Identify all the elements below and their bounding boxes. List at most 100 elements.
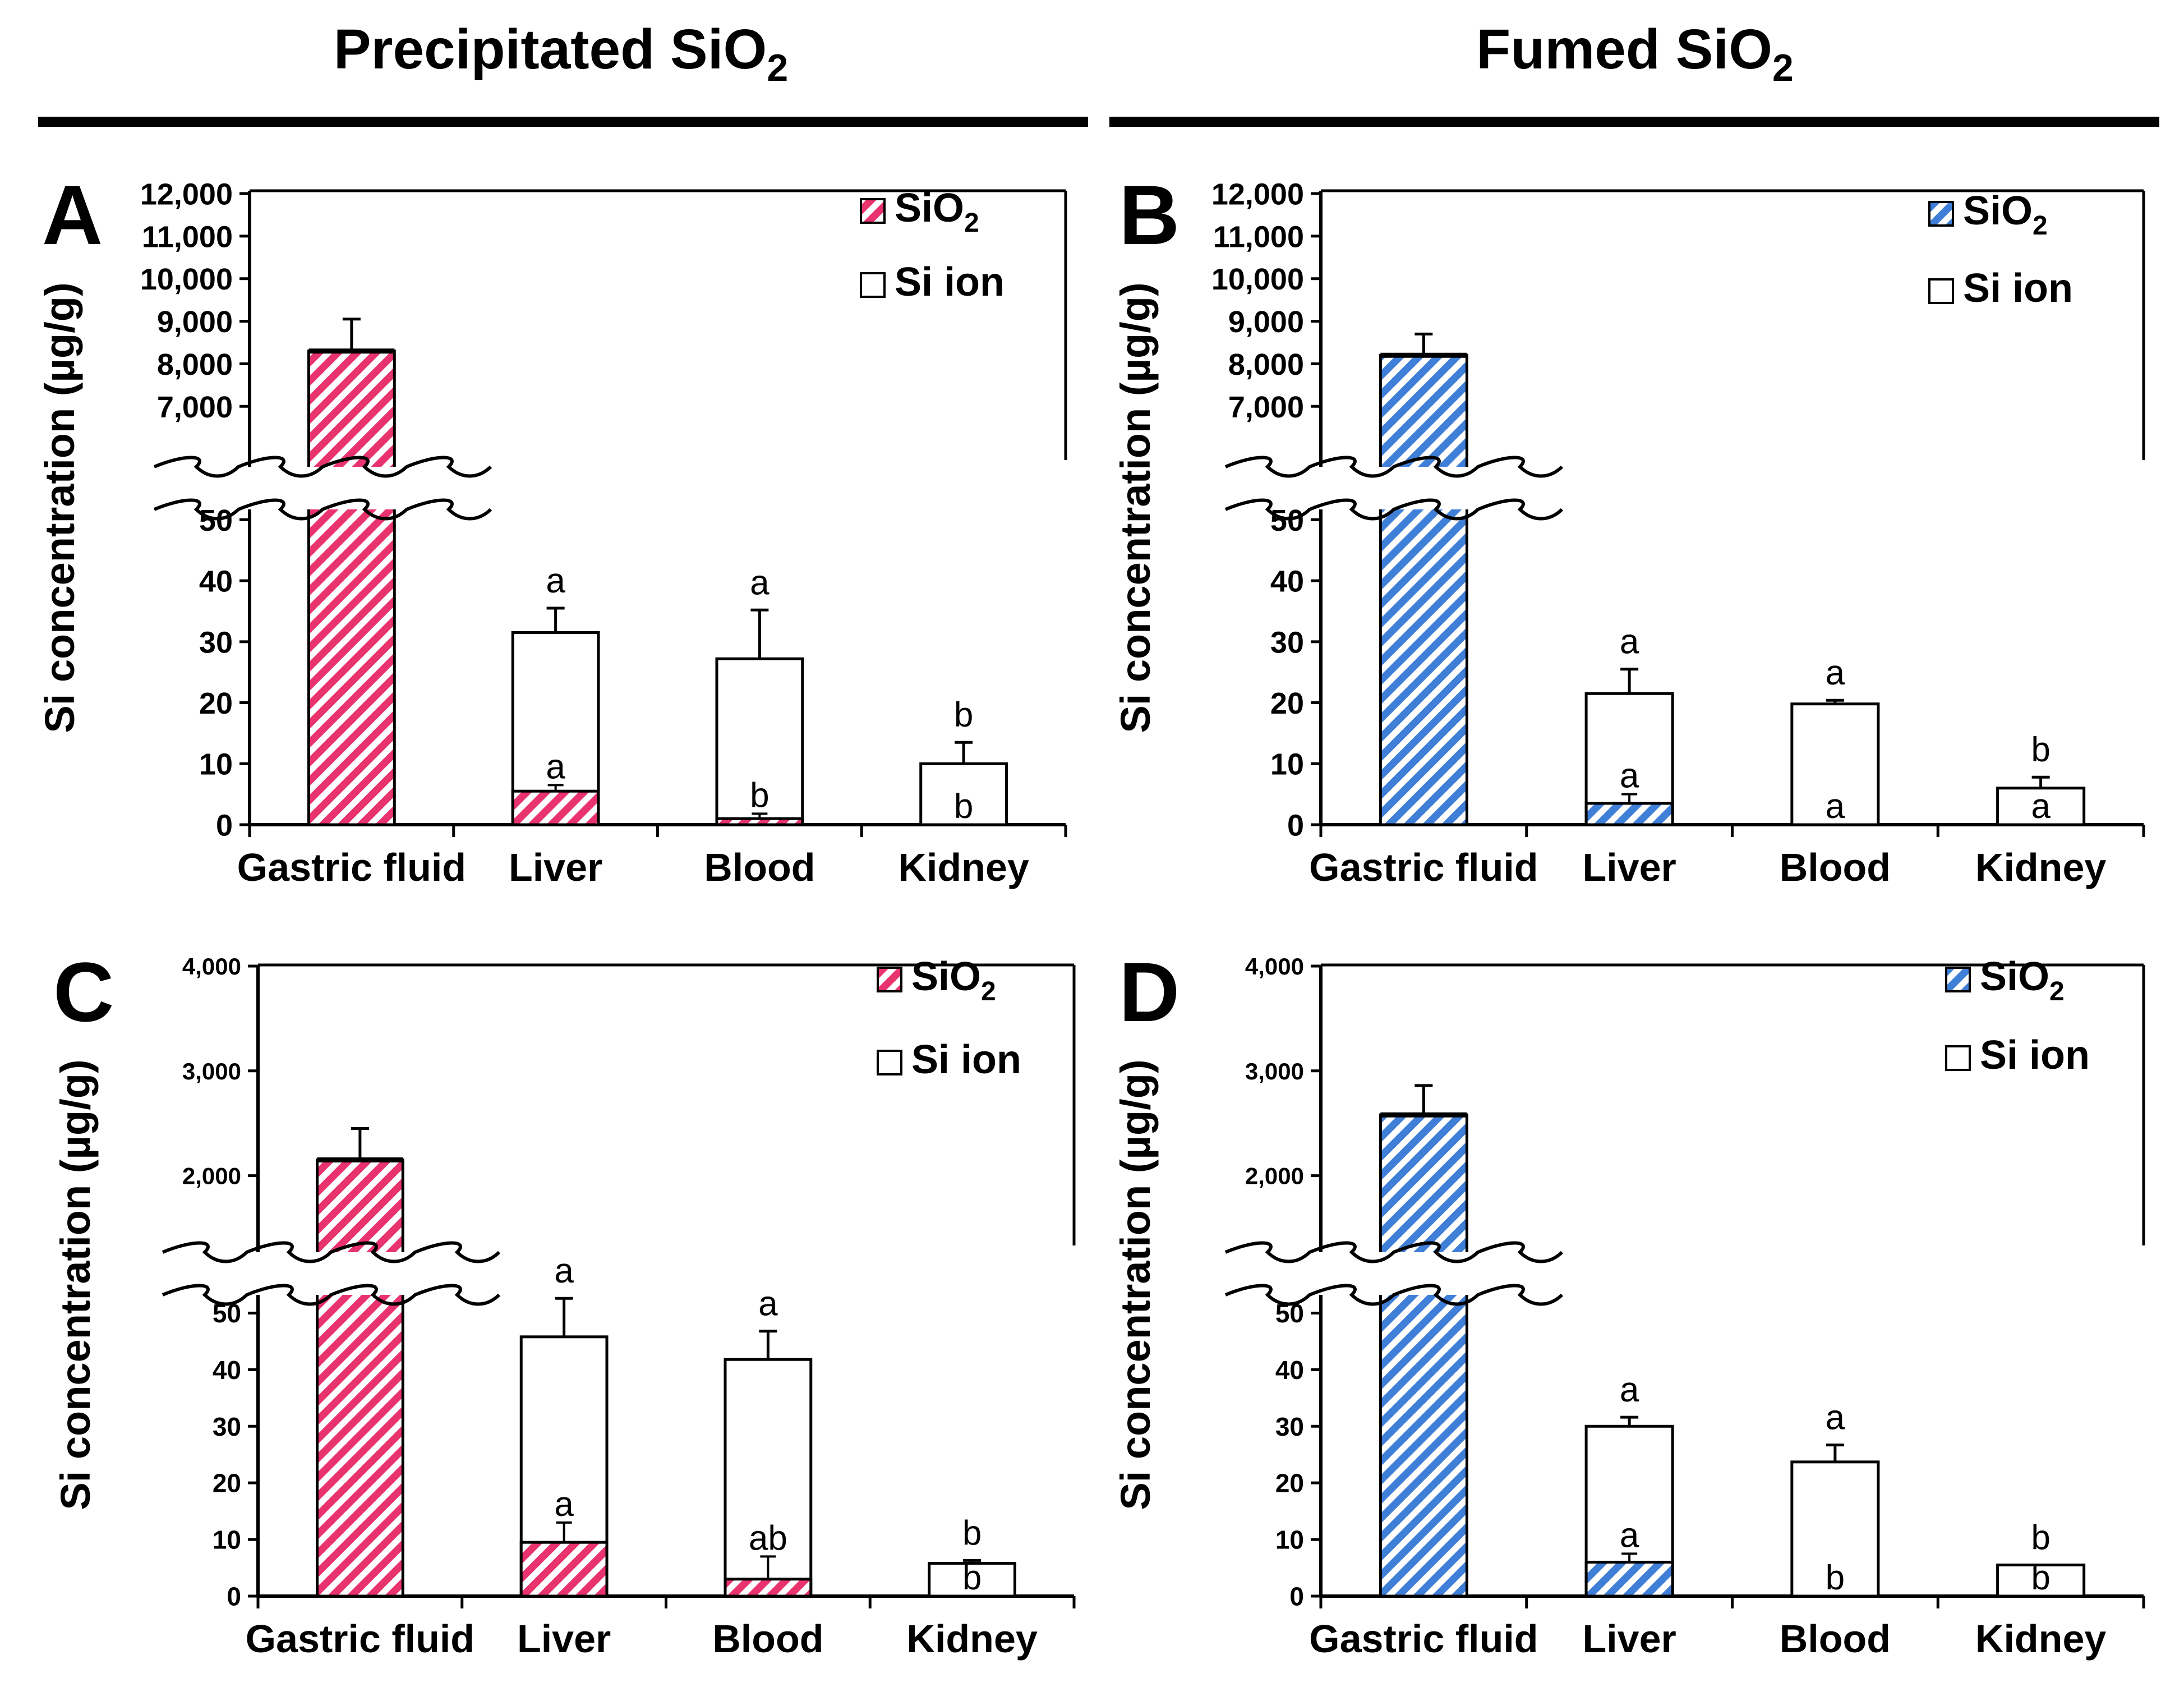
significance-letter-sio2: b — [2031, 1559, 2050, 1597]
y-tick-label: 10 — [213, 1525, 241, 1555]
x-category-label: Kidney — [1975, 1617, 2106, 1661]
axis-break-line-bottom — [1224, 498, 1564, 521]
y-tick-label: 9,000 — [1228, 305, 1304, 339]
significance-letter-sio2: b — [750, 776, 769, 815]
legend-label: Si ion — [895, 260, 1005, 305]
significance-letter-total: b — [2031, 730, 2050, 769]
y-tick-label: 20 — [1270, 687, 1304, 720]
bar-sio2-gastric-fluid — [315, 1159, 404, 1598]
legend-label-subscript: 2 — [2049, 977, 2065, 1006]
y-tick-label: 8,000 — [157, 348, 233, 381]
legend-label-subscript: 2 — [2033, 211, 2048, 241]
axis-break-line-bottom — [153, 498, 492, 521]
legend-label-text: SiO — [895, 186, 964, 231]
y-tick-label: 9,000 — [157, 305, 233, 339]
y-tick-label: 20 — [1275, 1469, 1304, 1498]
group-rule-precipitated — [38, 117, 1088, 127]
y-tick-label: 0 — [1287, 808, 1304, 842]
y-tick-label: 10,000 — [1211, 263, 1304, 296]
legend-label: SiO2 — [911, 954, 996, 1006]
y-tick-label: 7,000 — [157, 390, 233, 424]
bar-si-ion-blood — [1790, 1460, 1880, 1598]
y-tick-label: 2,000 — [1245, 1163, 1304, 1189]
axis-break-line-top — [153, 456, 492, 478]
legend-label: Si ion — [1980, 1033, 2090, 1078]
significance-letter-sio2: a — [1826, 787, 1845, 826]
legend-label-subscript: 2 — [981, 977, 996, 1006]
legend-label: Si ion — [1963, 266, 2073, 311]
significance-letter-sio2: b — [962, 1559, 982, 1597]
legend-swatch — [1945, 967, 1971, 992]
y-tick-label: 8,000 — [1228, 348, 1304, 381]
x-category-label: Liver — [1582, 845, 1676, 889]
legend-label-subscript: 2 — [964, 208, 979, 238]
y-tick-label: 30 — [1270, 626, 1304, 659]
significance-letter-sio2: a — [1620, 1516, 1639, 1555]
x-category-label: Blood — [1780, 845, 1891, 889]
y-axis-label: Si concentration (µg/g) — [1112, 282, 1159, 733]
y-tick-label: 12,000 — [1211, 177, 1304, 211]
bar-sio2-liver — [1584, 1560, 1674, 1598]
legend-label-text: SiO — [1963, 189, 2033, 233]
y-tick-label: 3,000 — [182, 1058, 241, 1084]
significance-letter-total: a — [758, 1285, 778, 1323]
significance-letter-total: a — [1826, 1399, 1845, 1437]
x-category-label: Kidney — [906, 1617, 1037, 1661]
chart-panel-b: 010203040507,0008,0009,00010,00011,00012… — [1112, 168, 2145, 889]
chart-panel-a: 010203040507,0008,0009,00010,00011,00012… — [36, 168, 1067, 889]
legend-label-text: Si ion — [1963, 266, 2073, 311]
axis-break-line-top — [1224, 456, 1564, 478]
y-axis-label: Si concentration (µg/g) — [1112, 1059, 1159, 1510]
panels: 010203040507,0008,0009,00010,00011,00012… — [36, 168, 2145, 1661]
y-tick-label: 7,000 — [1228, 390, 1304, 424]
y-tick-label: 0 — [216, 808, 233, 842]
x-category-label: Liver — [1582, 1617, 1676, 1661]
legend-label-text: SiO — [911, 954, 981, 999]
panel-letter: D — [1119, 945, 1179, 1039]
x-category-label: Blood — [1780, 1617, 1891, 1661]
bar-sio2-gastric-fluid — [1379, 353, 1468, 826]
y-tick-label: 20 — [199, 687, 233, 720]
significance-letter-sio2: b — [1826, 1559, 1845, 1597]
legend-label: SiO2 — [1980, 954, 2065, 1006]
group-title-fumed: Fumed SiO2 — [1476, 18, 1794, 89]
y-tick-label: 3,000 — [1245, 1058, 1304, 1084]
x-category-label: Gastric fluid — [1309, 1617, 1538, 1661]
x-category-label: Kidney — [1975, 845, 2106, 889]
x-category-label: Kidney — [898, 845, 1029, 889]
legend-label-text: Si ion — [895, 260, 1005, 305]
y-tick-label: 10,000 — [140, 263, 233, 296]
panel-letter: A — [42, 168, 103, 262]
y-axis-label: Si concentration (µg/g) — [52, 1059, 99, 1510]
axis-break-line-top — [1224, 1241, 1564, 1263]
legend-label-text: Si ion — [1980, 1033, 2090, 1078]
x-category-label: Blood — [704, 845, 815, 889]
x-category-label: Gastric fluid — [1309, 845, 1538, 889]
significance-letter-total: a — [1620, 1371, 1639, 1409]
significance-letter-sio2: a — [2031, 787, 2051, 826]
y-tick-label: 30 — [199, 626, 233, 659]
significance-letter-total: b — [954, 696, 973, 734]
bar-sio2-gastric-fluid — [1379, 1113, 1468, 1598]
significance-letter-total: a — [1620, 623, 1639, 661]
bar-sio2-blood — [724, 1578, 813, 1598]
y-tick-label: 10 — [199, 748, 233, 782]
legend-swatch — [1945, 1045, 1971, 1071]
legend-label-text: Si ion — [911, 1037, 1021, 1082]
y-tick-label: 30 — [1275, 1412, 1304, 1441]
y-tick-label: 4,000 — [1245, 953, 1304, 980]
legend-swatch — [860, 272, 886, 298]
y-tick-label: 12,000 — [140, 177, 233, 211]
significance-letter-sio2: a — [546, 747, 565, 786]
group-rule-fumed — [1109, 117, 2159, 127]
y-tick-label: 4,000 — [182, 953, 241, 980]
significance-letter-total: b — [962, 1514, 982, 1552]
y-tick-label: 30 — [213, 1412, 241, 1441]
y-tick-label: 40 — [1275, 1355, 1304, 1385]
legend-swatch — [877, 1050, 902, 1075]
y-tick-label: 0 — [227, 1582, 241, 1611]
y-tick-label: 11,000 — [1213, 220, 1304, 254]
axis-break-line-bottom — [162, 1284, 501, 1306]
y-tick-label: 11,000 — [142, 220, 233, 254]
